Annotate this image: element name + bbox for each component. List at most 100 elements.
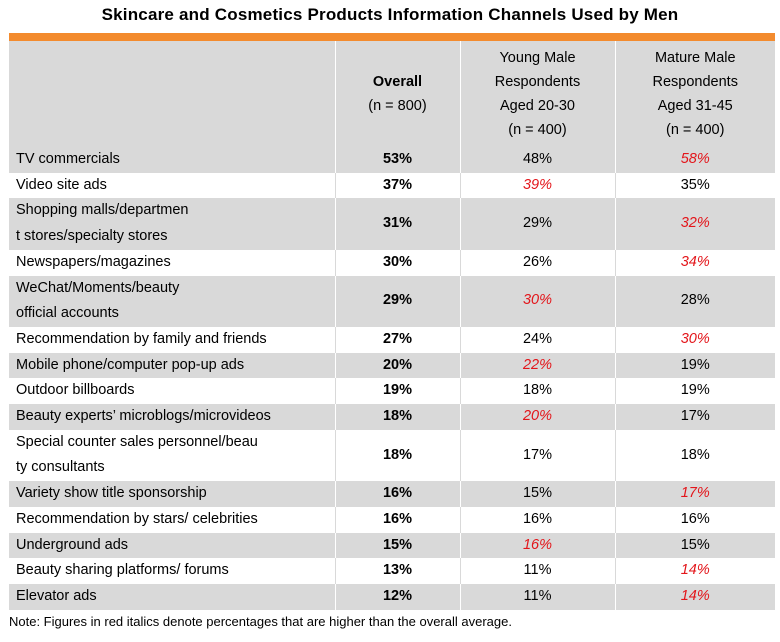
channel-line: WeChat/Moments/beauty [16, 279, 180, 296]
channel-cell: Outdoor billboards [16, 382, 135, 399]
channel-cell: Underground ads [16, 536, 129, 553]
mature-cell: 15% [614, 532, 775, 559]
channels-table: Overall (n = 800) Young Male Respondents… [9, 41, 775, 610]
young-cell: 18% [459, 378, 615, 405]
young-cell: 11% [459, 583, 615, 610]
header-mature: Mature Male Respondents Aged 31-45 (n = … [614, 41, 775, 147]
header-young: Young Male Respondents Aged 20-30 (n = 4… [459, 41, 615, 147]
mature-cell: 58% [614, 147, 775, 173]
channel-cell: Newspapers/magazines [16, 253, 171, 270]
mature-cell: 14% [614, 583, 775, 610]
table-row: Video site ads 37% 39% 35% [9, 172, 775, 199]
table-row: Recommendation by family and friends 27% 2… [9, 326, 775, 353]
mature-cell: 34% [614, 249, 775, 276]
channel-cell: Shopping malls/departmen t stores/special… [9, 198, 335, 249]
channel-line: ty consultants [16, 459, 105, 476]
overall-cell: 27% [334, 326, 460, 353]
overall-cell: 16% [334, 506, 460, 533]
table-row: Shopping malls/departmen t stores/special… [9, 198, 775, 250]
table-row: Outdoor billboards 19% 18% 19% [9, 378, 775, 405]
young-cell: 24% [459, 326, 615, 353]
table-row: Special counter sales personnel/beau ty c… [9, 429, 775, 482]
young-cell: 39% [459, 172, 615, 199]
mature-cell: 17% [614, 481, 775, 507]
young-cell: 20% [459, 404, 615, 430]
channel-cell: Mobile phone/computer pop-up ads [16, 356, 245, 373]
mature-cell: 18% [614, 429, 775, 482]
overall-cell: 13% [334, 558, 460, 584]
table-row: Underground ads 15% 16% 15% [9, 532, 775, 559]
table-body: TV commercials 53% 48% 58% Video site ads 37%… [9, 147, 775, 610]
mature-cell: 14% [614, 558, 775, 584]
channel-cell: Recommendation by family and friends [16, 330, 267, 347]
page-title: Skincare and Cosmetics Products Informat… [101, 5, 679, 24]
mature-cell: 17% [614, 404, 775, 430]
footnote: Note: Figures in red italics denote perc… [9, 614, 512, 629]
overall-cell: 30% [334, 249, 460, 276]
table-row: WeChat/Moments/beauty official accounts 29… [9, 275, 775, 327]
overall-cell: 29% [334, 275, 460, 327]
mature-cell: 16% [614, 506, 775, 533]
header-mature-n: (n = 400) [666, 122, 725, 138]
title-accent-bar [9, 33, 775, 41]
mature-cell: 19% [614, 378, 775, 405]
channel-cell: Recommendation by stars/ celebrities [16, 510, 258, 527]
mature-cell: 32% [614, 198, 775, 250]
young-cell: 30% [459, 275, 615, 327]
overall-cell: 16% [334, 481, 460, 507]
overall-cell: 18% [334, 404, 460, 430]
table-row: Mobile phone/computer pop-up ads 20% 22% 19… [9, 352, 775, 379]
young-cell: 17% [459, 429, 615, 482]
channel-line: t stores/specialty stores [16, 228, 168, 245]
overall-cell: 19% [334, 378, 460, 405]
mature-cell: 30% [614, 326, 775, 353]
table-row: Beauty sharing platforms/ forums 13% 11% 14… [9, 558, 775, 584]
channel-line: official accounts [16, 305, 119, 322]
header-overall-n: (n = 800) [368, 98, 427, 114]
young-cell: 16% [459, 506, 615, 533]
channel-cell: Elevator ads [16, 587, 97, 604]
overall-cell: 31% [334, 198, 460, 250]
header-young-n: (n = 400) [508, 122, 567, 138]
table-row: Newspapers/magazines 30% 26% 34% [9, 249, 775, 276]
table-row: TV commercials 53% 48% 58% [9, 147, 775, 173]
channel-line: Shopping malls/departmen [16, 202, 189, 219]
overall-cell: 15% [334, 532, 460, 559]
mature-cell: 35% [614, 172, 775, 199]
channel-cell: Special counter sales personnel/beau ty c… [9, 430, 335, 481]
channel-line: Special counter sales personnel/beau [16, 433, 258, 450]
header-channel [9, 41, 335, 147]
table-row: Recommendation by stars/ celebrities 16% 1… [9, 506, 775, 533]
header-overall: Overall (n = 800) [334, 41, 460, 147]
header-mature-line3: Aged 31-45 [657, 98, 733, 114]
channel-cell: WeChat/Moments/beauty official accounts [9, 276, 335, 327]
header-mature-line2: Respondents [652, 74, 738, 90]
channel-cell: Variety show title sponsorship [16, 485, 207, 502]
mature-cell: 19% [614, 352, 775, 379]
young-cell: 26% [459, 249, 615, 276]
young-cell: 29% [459, 198, 615, 250]
young-cell: 16% [459, 532, 615, 559]
table-header-row: Overall (n = 800) Young Male Respondents… [9, 41, 775, 147]
header-overall-label: Overall [372, 74, 423, 90]
channel-cell: Beauty experts’ microblogs/microvideos [16, 408, 271, 425]
header-young-line3: Aged 20-30 [500, 98, 575, 114]
channel-cell: Video site ads [16, 176, 107, 193]
mature-cell: 28% [614, 275, 775, 327]
channel-cell: Beauty sharing platforms/ forums [16, 562, 229, 579]
overall-cell: 18% [334, 429, 460, 482]
young-cell: 48% [459, 147, 615, 173]
header-mature-line1: Mature Male [654, 50, 736, 66]
overall-cell: 20% [334, 352, 460, 379]
overall-cell: 37% [334, 172, 460, 199]
channel-cell: TV commercials [16, 151, 120, 167]
table-row: Elevator ads 12% 11% 14% [9, 583, 775, 610]
overall-cell: 12% [334, 583, 460, 610]
header-young-line1: Young Male [499, 50, 576, 66]
young-cell: 15% [459, 481, 615, 507]
header-young-line2: Respondents [494, 74, 581, 90]
table-row: Variety show title sponsorship 16% 15% 17% [9, 481, 775, 507]
overall-cell: 53% [334, 147, 460, 173]
young-cell: 22% [459, 352, 615, 379]
